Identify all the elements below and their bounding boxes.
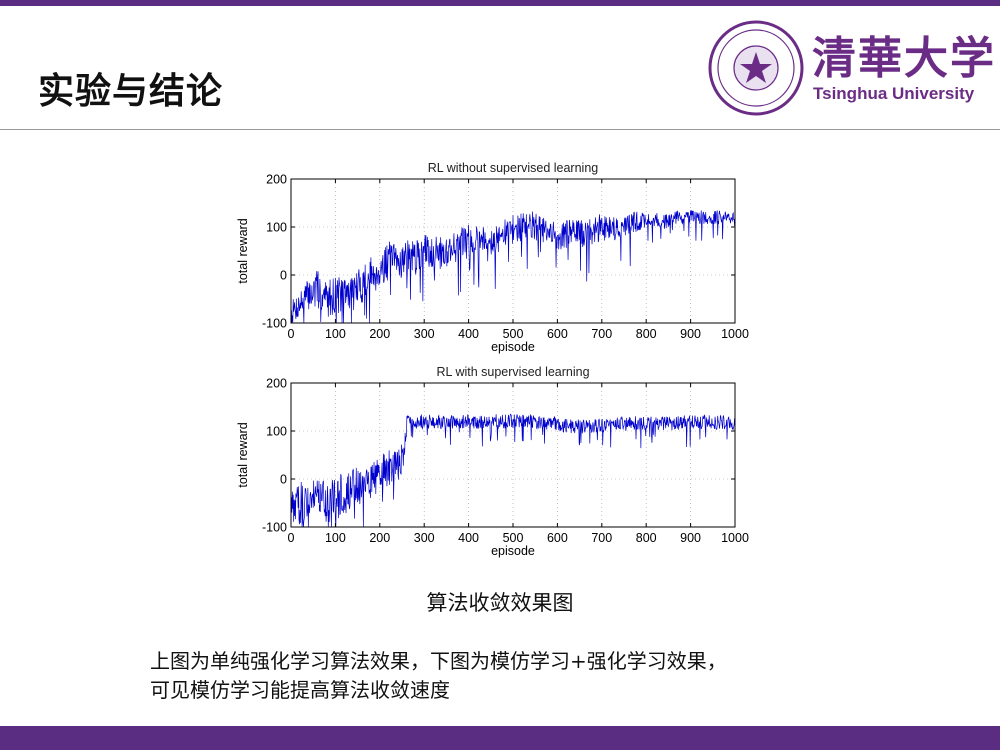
figure-caption: 算法收敛效果图 [426, 591, 574, 615]
x-tick-label: 300 [414, 531, 435, 545]
x-tick-label: 900 [680, 327, 701, 341]
y-tick-label: 200 [266, 173, 287, 187]
y-axis-label: total reward [236, 218, 250, 283]
x-tick-label: 0 [288, 531, 295, 545]
charts-figure: RL without supervised learning 0 100 200 300… [236, 161, 749, 558]
x-tick-label: 800 [636, 327, 657, 341]
x-tick-label: 500 [503, 327, 524, 341]
y-tick-label: 100 [266, 221, 287, 235]
top-accent-bar [0, 0, 1000, 6]
series-line [290, 413, 736, 528]
x-tick-label: 100 [325, 327, 346, 341]
seal-icon [708, 20, 804, 116]
x-tick-label: 600 [547, 327, 568, 341]
y-tick-label: 0 [280, 473, 287, 487]
x-tick-label: 400 [458, 531, 479, 545]
y-tick-label: 0 [280, 269, 287, 283]
y-tick-label: 200 [266, 377, 287, 391]
x-tick-label: 400 [458, 327, 479, 341]
x-tick-label: 200 [369, 531, 390, 545]
slide-title: 实验与结论 [38, 71, 224, 112]
series-line [290, 210, 736, 324]
y-axis-label: total reward [236, 422, 250, 487]
x-tick-label: 1000 [721, 327, 749, 341]
description-line-1: 上图为单纯强化学习算法效果，下图为模仿学习+强化学习效果， [150, 649, 727, 673]
x-tick-label: 800 [636, 531, 657, 545]
chart-title: RL without supervised learning [428, 161, 599, 175]
x-axis-label: episode [491, 340, 535, 354]
x-tick-label: 100 [325, 531, 346, 545]
bottom-accent-bar [0, 726, 1000, 750]
title-divider [0, 129, 1000, 130]
y-tick-label: -100 [262, 317, 287, 331]
description: 上图为单纯强化学习算法效果，下图为模仿学习+强化学习效果， 可见模仿学习能提高算… [150, 647, 970, 705]
y-tick-label: 100 [266, 425, 287, 439]
x-tick-label: 600 [547, 531, 568, 545]
x-tick-label: 900 [680, 531, 701, 545]
chart-rl-with-supervised: RL with supervised learning 0 100 200 300 400… [236, 365, 749, 558]
x-tick-label: 500 [503, 531, 524, 545]
description-line-2: 可见模仿学习能提高算法收敛速度 [150, 678, 450, 702]
logo-english-name: Tsinghua University [813, 84, 975, 103]
x-tick-label: 1000 [721, 531, 749, 545]
chart-rl-without-supervised: RL without supervised learning 0 100 200 300… [236, 161, 749, 354]
chart-title: RL with supervised learning [436, 365, 589, 379]
logo-chinese-name: 清華大学 [812, 33, 996, 84]
x-tick-label: 300 [414, 327, 435, 341]
x-tick-label: 200 [369, 327, 390, 341]
x-tick-label: 700 [591, 531, 612, 545]
university-seal-logo [708, 20, 804, 116]
x-tick-label: 700 [591, 327, 612, 341]
y-tick-label: -100 [262, 521, 287, 535]
x-axis-label: episode [491, 544, 535, 558]
x-tick-label: 0 [288, 327, 295, 341]
